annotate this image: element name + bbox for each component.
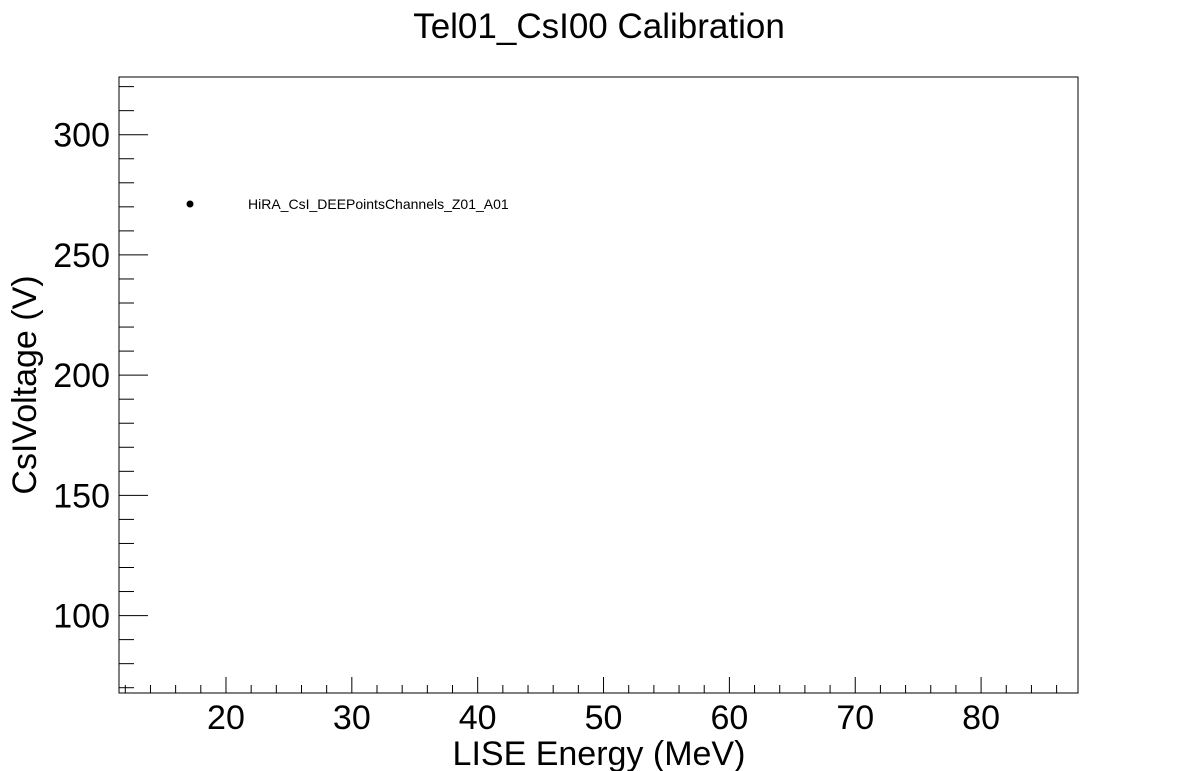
x-tick-label: 40 bbox=[459, 699, 497, 737]
y-tick-label: 100 bbox=[53, 598, 110, 636]
x-tick-label: 70 bbox=[836, 699, 874, 737]
x-tick-label: 60 bbox=[710, 699, 748, 737]
legend-label: HiRA_CsI_DEEPointsChannels_Z01_A01 bbox=[248, 196, 509, 212]
x-tick-labels: 20 30 40 50 60 70 80 bbox=[207, 699, 1000, 737]
x-tick-label: 20 bbox=[207, 699, 245, 737]
legend-marker bbox=[186, 200, 194, 208]
y-axis-label: CsIVoltage (V) bbox=[6, 275, 44, 494]
x-tick-label: 50 bbox=[585, 699, 623, 737]
plot-frame bbox=[118, 76, 1079, 694]
legend: HiRA_CsI_DEEPointsChannels_Z01_A01 bbox=[186, 196, 509, 212]
y-tick-label: 200 bbox=[53, 357, 110, 395]
y-tick-labels: 100 150 200 250 300 bbox=[53, 117, 110, 636]
x-axis-label: LISE Energy (MeV) bbox=[453, 735, 746, 771]
x-tick-label: 80 bbox=[962, 699, 1000, 737]
chart-title: Tel01_CsI00 Calibration bbox=[413, 7, 785, 46]
y-tick-label: 300 bbox=[53, 117, 110, 155]
axis-ticks bbox=[119, 86, 1058, 693]
y-tick-label: 150 bbox=[53, 477, 110, 515]
y-tick-label: 250 bbox=[53, 237, 110, 275]
x-tick-label: 30 bbox=[333, 699, 371, 737]
